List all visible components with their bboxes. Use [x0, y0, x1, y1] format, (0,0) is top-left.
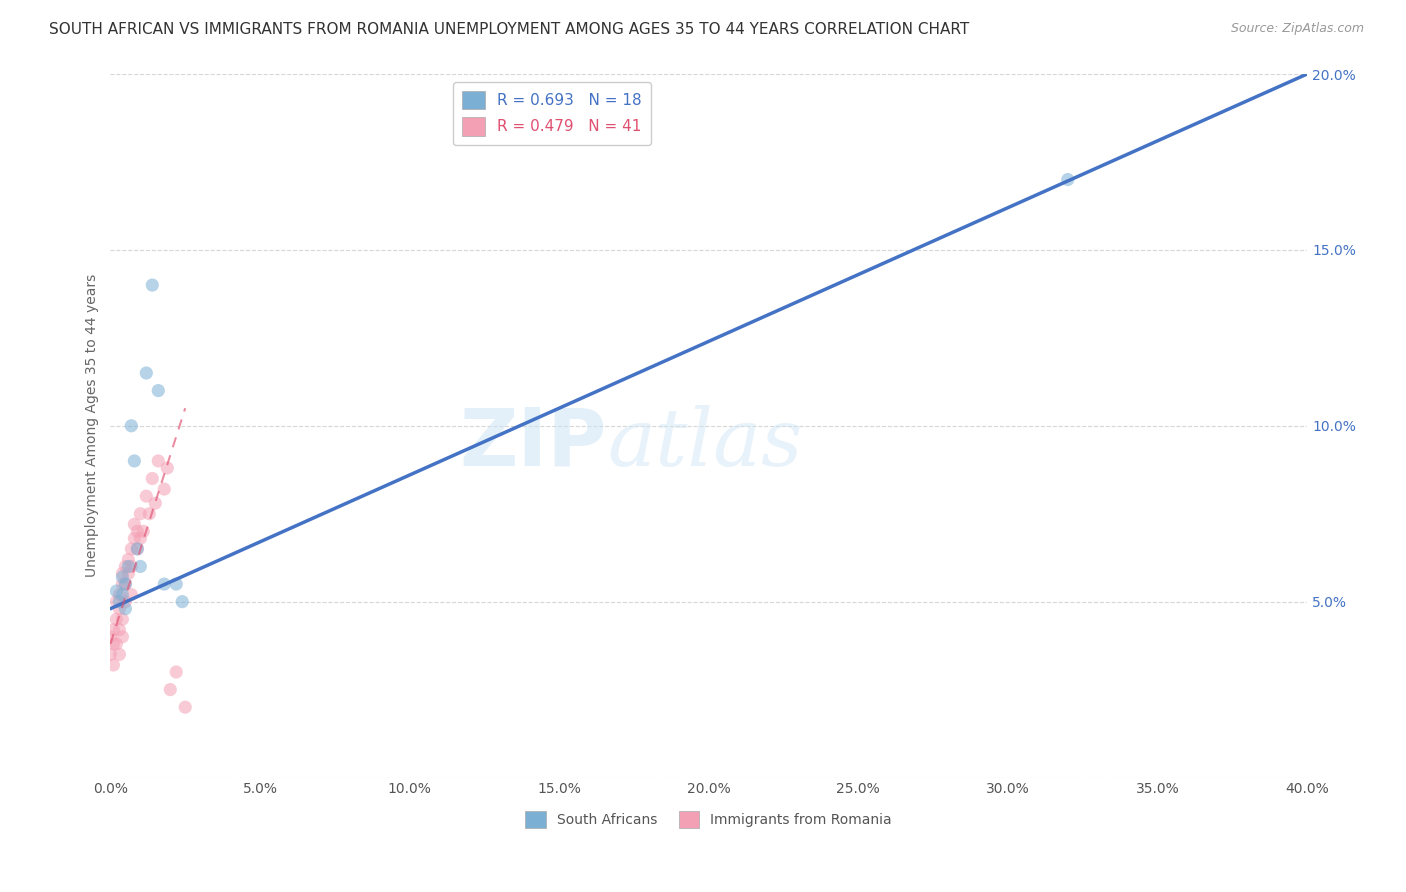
- Point: [108, 594, 131, 608]
- Point: [129, 559, 152, 574]
- Point: [1056, 172, 1078, 186]
- Point: [129, 532, 152, 546]
- Point: [117, 566, 139, 581]
- Point: [108, 588, 131, 602]
- Point: [114, 594, 136, 608]
- Point: [174, 700, 197, 714]
- Point: [103, 657, 125, 672]
- Point: [114, 559, 136, 574]
- Point: [120, 541, 142, 556]
- Y-axis label: Unemployment Among Ages 35 to 44 years: Unemployment Among Ages 35 to 44 years: [86, 274, 100, 577]
- Point: [129, 507, 152, 521]
- Point: [132, 524, 155, 539]
- Point: [114, 577, 136, 591]
- Point: [103, 623, 125, 637]
- Point: [148, 454, 170, 468]
- Point: [105, 594, 128, 608]
- Point: [111, 566, 134, 581]
- Point: [153, 577, 176, 591]
- Point: [153, 482, 176, 496]
- Legend: South Africans, Immigrants from Romania: South Africans, Immigrants from Romania: [520, 805, 897, 834]
- Point: [141, 471, 163, 485]
- Point: [111, 588, 134, 602]
- Point: [165, 665, 187, 679]
- Point: [100, 648, 122, 662]
- Point: [141, 278, 163, 293]
- Point: [127, 524, 149, 539]
- Point: [103, 637, 125, 651]
- Text: Source: ZipAtlas.com: Source: ZipAtlas.com: [1230, 22, 1364, 36]
- Point: [124, 517, 146, 532]
- Point: [135, 489, 157, 503]
- Point: [108, 623, 131, 637]
- Point: [165, 577, 187, 591]
- Point: [105, 584, 128, 599]
- Point: [111, 570, 134, 584]
- Text: SOUTH AFRICAN VS IMMIGRANTS FROM ROMANIA UNEMPLOYMENT AMONG AGES 35 TO 44 YEARS : SOUTH AFRICAN VS IMMIGRANTS FROM ROMANIA…: [49, 22, 970, 37]
- Point: [108, 601, 131, 615]
- Point: [105, 637, 128, 651]
- Point: [117, 559, 139, 574]
- Point: [135, 366, 157, 380]
- Point: [172, 594, 194, 608]
- Point: [156, 461, 179, 475]
- Point: [114, 577, 136, 591]
- Point: [100, 630, 122, 644]
- Point: [114, 601, 136, 615]
- Point: [127, 541, 149, 556]
- Point: [138, 507, 160, 521]
- Point: [111, 577, 134, 591]
- Point: [108, 648, 131, 662]
- Point: [120, 418, 142, 433]
- Point: [127, 541, 149, 556]
- Point: [105, 612, 128, 626]
- Point: [148, 384, 170, 398]
- Text: ZIP: ZIP: [460, 404, 607, 483]
- Text: atlas: atlas: [607, 405, 803, 482]
- Point: [159, 682, 181, 697]
- Point: [120, 588, 142, 602]
- Point: [124, 454, 146, 468]
- Point: [124, 532, 146, 546]
- Point: [120, 559, 142, 574]
- Point: [111, 612, 134, 626]
- Point: [117, 552, 139, 566]
- Point: [143, 496, 166, 510]
- Point: [111, 630, 134, 644]
